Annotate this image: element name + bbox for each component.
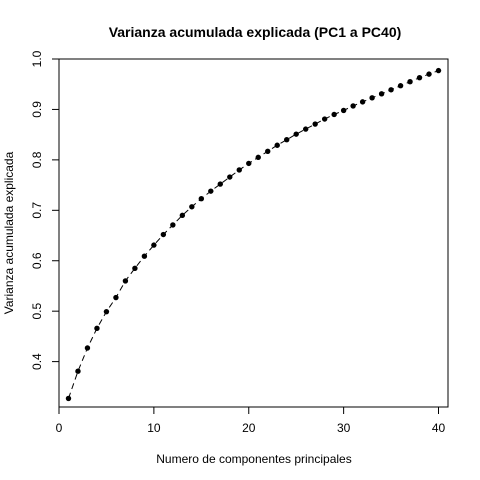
data-points	[65, 67, 442, 402]
y-tick-label: 0.4	[30, 353, 44, 370]
data-point	[246, 160, 252, 167]
data-point	[103, 308, 110, 315]
data-point	[350, 103, 356, 109]
data-point	[284, 136, 290, 143]
y-tick-label: 0.8	[30, 151, 44, 168]
data-point	[170, 222, 176, 228]
data-point	[265, 148, 271, 154]
series-line	[68, 70, 439, 399]
chart-title: Varianza acumulada explicada (PC1 a PC40…	[109, 24, 402, 40]
x-tick-label: 30	[337, 421, 351, 435]
data-point	[302, 126, 309, 132]
data-point	[227, 174, 233, 180]
data-point	[312, 121, 318, 127]
x-axis: 0 10 20 30 40	[56, 406, 446, 435]
data-point	[293, 131, 299, 137]
data-point	[359, 99, 366, 105]
data-point	[113, 294, 119, 301]
data-point	[94, 325, 100, 332]
y-tick-label: 0.7	[30, 202, 44, 219]
x-axis-label: Numero de componentes principales	[156, 452, 351, 466]
data-point	[369, 95, 375, 101]
data-point	[397, 83, 404, 89]
data-point	[65, 395, 72, 402]
data-point	[321, 116, 328, 122]
y-tick-label: 0.9	[30, 101, 44, 118]
y-axis: 0.4 0.5 0.6 0.7 0.8 0.9 1.0	[30, 50, 60, 370]
data-point	[340, 107, 347, 114]
y-axis-label: Varianza acumulada explicada	[2, 151, 16, 314]
data-point	[426, 71, 432, 77]
y-tick-label: 0.6	[30, 252, 44, 269]
y-tick-label: 0.5	[30, 303, 44, 320]
x-tick-label: 20	[242, 421, 256, 435]
data-point	[84, 345, 91, 351]
data-point	[179, 212, 186, 219]
data-point	[236, 167, 242, 173]
data-point	[416, 74, 423, 81]
data-point	[378, 91, 385, 97]
data-point	[407, 78, 413, 85]
x-tick-label: 0	[56, 421, 63, 435]
x-tick-label: 40	[432, 421, 446, 435]
data-point	[141, 253, 148, 259]
data-point	[189, 204, 195, 210]
data-point	[151, 242, 157, 248]
data-point	[75, 368, 81, 374]
data-point	[122, 278, 129, 284]
plot-frame	[58, 58, 449, 408]
data-point	[198, 196, 205, 202]
data-point	[160, 231, 167, 238]
y-tick-label: 1.0	[30, 50, 44, 67]
data-point	[435, 67, 442, 74]
data-point	[388, 87, 394, 93]
data-point	[208, 188, 214, 194]
data-point	[331, 111, 337, 118]
data-point	[255, 154, 261, 161]
x-tick-label: 10	[147, 421, 161, 435]
data-point	[217, 181, 223, 187]
data-point	[132, 265, 138, 272]
data-point	[274, 142, 280, 148]
